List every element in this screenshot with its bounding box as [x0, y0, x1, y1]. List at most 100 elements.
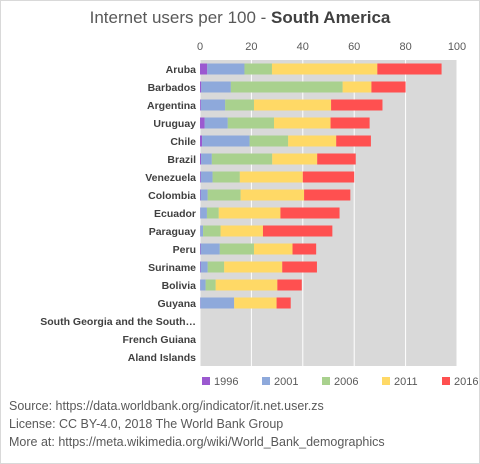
bar-segment	[205, 279, 216, 291]
bar-segment	[207, 261, 225, 273]
bar-segment	[200, 261, 201, 273]
bar-segment	[200, 279, 206, 291]
category-label: Peru	[173, 244, 196, 256]
license-line: License: CC BY-4.0, 2018 The World Bank …	[9, 417, 284, 431]
bar-segment	[200, 171, 201, 183]
x-tick-label: 40	[297, 41, 309, 53]
category-label: Bolivia	[162, 280, 197, 292]
bar-segment	[331, 99, 383, 111]
bar-segment	[200, 81, 202, 93]
bar-segment	[204, 117, 228, 129]
bar-segment	[377, 63, 442, 75]
bar-segment	[302, 171, 355, 183]
legend-swatch	[382, 377, 390, 385]
bar-segment	[218, 207, 281, 219]
bar-segment	[220, 225, 263, 237]
bar-segment	[207, 63, 245, 75]
chart-title-region: South America	[271, 8, 391, 27]
bar-segment	[234, 297, 277, 309]
bar-segment	[200, 207, 207, 219]
bar-segment	[200, 99, 201, 111]
bar-segment	[200, 153, 202, 165]
legend-swatch	[442, 377, 450, 385]
bar-segment	[336, 135, 371, 147]
more-info-line: More at: https://meta.wikimedia.org/wiki…	[9, 435, 385, 449]
bar-segment	[282, 261, 317, 273]
legend-swatch	[202, 377, 210, 385]
bar-segment	[244, 63, 272, 75]
bar-segment	[253, 99, 332, 111]
bar-segment	[253, 243, 293, 255]
bar-segment	[200, 189, 201, 201]
category-label: Uruguay	[153, 118, 196, 130]
bar-segment	[206, 207, 219, 219]
bar-segment	[271, 63, 378, 75]
category-label: Paraguay	[149, 226, 196, 238]
bar-segment	[262, 225, 333, 237]
legend-label: 1996	[214, 376, 238, 388]
legend-label: 2001	[274, 376, 298, 388]
x-tick-label: 60	[348, 41, 360, 53]
bar-segment	[240, 189, 305, 201]
x-tick-label: 0	[197, 41, 203, 53]
bar-segment	[203, 225, 221, 237]
bar-segment	[202, 135, 250, 147]
category-label: Argentina	[147, 100, 196, 112]
category-label: Aland Islands	[128, 352, 196, 364]
category-label: Venezuela	[145, 172, 196, 184]
bar-segment	[230, 81, 343, 93]
bar-segment	[212, 171, 240, 183]
bar-segment	[200, 261, 208, 273]
category-label: Brazil	[167, 154, 196, 166]
bar-segment	[200, 135, 203, 147]
category-label: French Guiana	[122, 334, 196, 346]
bar-segment	[272, 153, 318, 165]
bar-segment	[276, 297, 291, 309]
chart-title-separator: -	[255, 8, 272, 27]
bar-segment	[215, 279, 278, 291]
x-tick-label: 20	[245, 41, 257, 53]
chart-title: Internet users per 100 - South America	[0, 8, 480, 28]
bar-segment	[200, 243, 201, 255]
legend-label: 2016	[454, 376, 478, 388]
bar-segment	[225, 99, 254, 111]
bar-segment	[249, 135, 289, 147]
category-label: Ecuador	[154, 208, 196, 220]
bar-segment	[200, 297, 235, 309]
bar-segment	[200, 225, 204, 237]
bar-segment	[200, 63, 208, 75]
bar-segment	[200, 189, 208, 201]
bar-segment	[317, 153, 356, 165]
bar-segment	[207, 189, 241, 201]
category-label: Aruba	[166, 64, 196, 76]
category-label: Barbados	[148, 82, 197, 94]
bar-segment	[277, 279, 302, 291]
bar-segment	[211, 153, 273, 165]
category-label: Suriname	[148, 262, 196, 274]
bar-segment	[280, 207, 340, 219]
bar-segment	[200, 117, 205, 129]
legend-swatch	[322, 377, 330, 385]
bar-segment	[288, 135, 337, 147]
bar-segment	[200, 243, 220, 255]
bar-segment	[292, 243, 317, 255]
legend-label: 2011	[394, 376, 418, 388]
legend-swatch	[262, 377, 270, 385]
legend-label: 2006	[334, 376, 358, 388]
bar-segment	[330, 117, 370, 129]
bar-segment	[227, 117, 275, 129]
category-label: Guyana	[157, 298, 196, 310]
bar-segment	[200, 171, 213, 183]
bar-segment	[219, 243, 254, 255]
bar-segment	[274, 117, 331, 129]
bar-segment	[200, 99, 226, 111]
category-label: South Georgia and the South…	[40, 316, 196, 328]
bar-segment	[371, 81, 406, 93]
x-tick-label: 80	[399, 41, 411, 53]
bar-segment	[201, 153, 212, 165]
bar-segment	[201, 81, 231, 93]
category-label: Colombia	[148, 190, 196, 202]
chart-title-text: Internet users per 100	[89, 8, 256, 27]
source-line: Source: https://data.worldbank.org/indic…	[9, 399, 324, 413]
